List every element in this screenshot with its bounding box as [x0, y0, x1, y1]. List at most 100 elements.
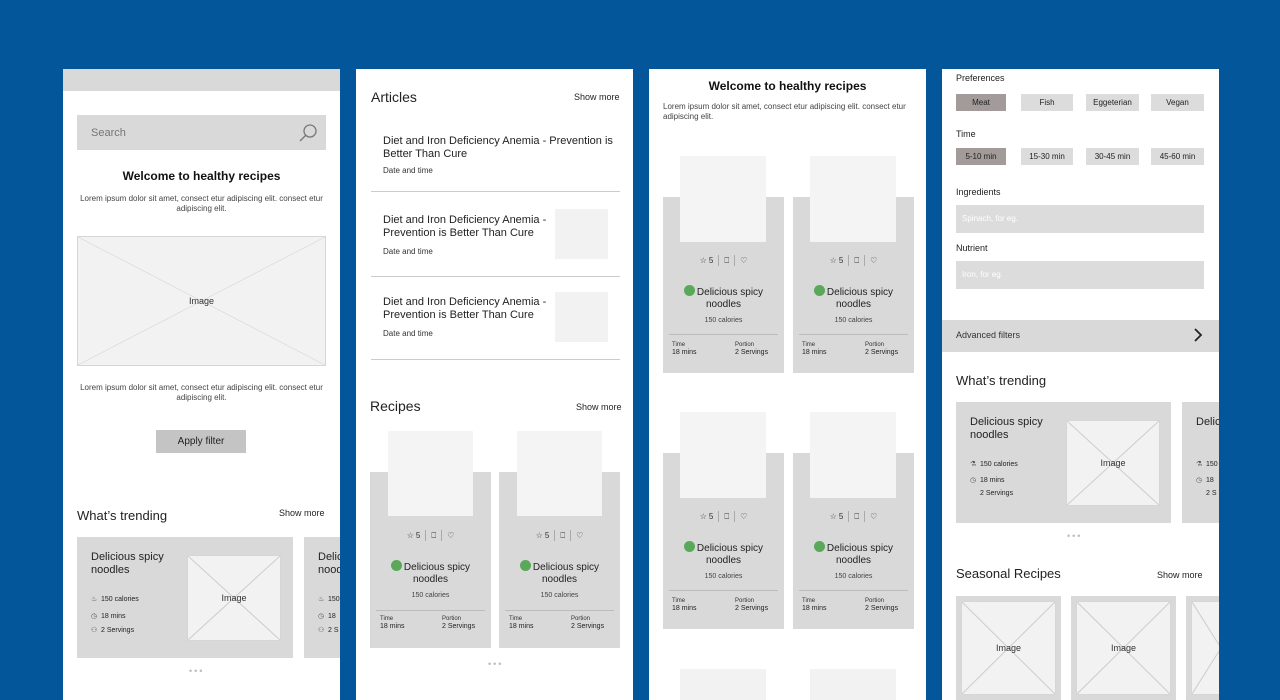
chip-time-5-10[interactable]: 5-10 min — [956, 148, 1006, 165]
heart-icon[interactable]: ♡ — [740, 511, 748, 521]
trending-card-image: Image — [187, 555, 281, 641]
trending-card-title: Delicious spicy noodles — [970, 416, 1043, 441]
carousel-dots[interactable]: ••• — [189, 666, 205, 676]
recipe-actions: ☆ 5 ⎕ ♡ — [793, 511, 914, 522]
article-item[interactable]: Diet and Iron Deficiency Anemia - Preven… — [371, 277, 620, 360]
seasonal-show-more-link[interactable]: Show more — [1157, 570, 1203, 580]
star-icon[interactable]: ☆ 5 — [829, 255, 844, 265]
calories-text: 150 calories — [101, 596, 139, 603]
recipe-card[interactable]: ☆ 5 ⎕ ♡ Delicious spicy noodles 150 calorie… — [663, 156, 784, 373]
recipe-card[interactable]: ☆ 5 ⎕ ♡ Delicious spicy noodles 150 calorie… — [793, 412, 914, 629]
recipe-card[interactable]: ☆ 5 ⎕ ♡ Delicious spicy noodles 150 calorie… — [793, 156, 914, 373]
trending-card-partial[interactable]: Delicious spicy noodles ♨150 ◷18 ⚇2 S — [304, 537, 340, 658]
bookmark-icon[interactable]: ⎕ — [854, 511, 860, 521]
chip-meat[interactable]: Meat — [956, 94, 1006, 111]
carousel-dots[interactable]: ••• — [1067, 531, 1083, 541]
trending-card-title: Delicious noodles — [1196, 416, 1219, 428]
time-text: 18 — [1206, 477, 1214, 484]
heart-icon[interactable]: ♡ — [870, 511, 878, 521]
recipe-image — [810, 156, 896, 242]
heart-icon[interactable]: ♡ — [447, 530, 455, 540]
time-text: 18 — [328, 613, 336, 620]
recipe-title-text: Delicious spicy noodles — [826, 543, 894, 566]
recipe-actions: ☆ 5 ⎕ ♡ — [499, 530, 620, 541]
advanced-filters-row[interactable]: Advanced filters — [942, 320, 1219, 352]
star-icon[interactable]: ☆ 5 — [406, 530, 421, 540]
recipe-card[interactable]: ☆ 5 ⎕ ♡ Delicious spicy noodles 150 calorie… — [499, 431, 620, 648]
search-input[interactable] — [91, 124, 281, 142]
chip-vegan[interactable]: Vegan — [1151, 94, 1204, 111]
portion-value: 2 Servings — [865, 349, 899, 356]
recipes-show-more-link[interactable]: Show more — [576, 402, 622, 412]
portion-label: Portion — [442, 616, 462, 622]
chip-eggeterian[interactable]: Eggeterian — [1086, 94, 1139, 111]
trending-card-partial[interactable]: Delicious noodles ⚗150 ◷18 2 S — [1182, 402, 1219, 523]
seasonal-card[interactable]: Image — [1071, 596, 1176, 700]
time-value: 18 mins — [802, 605, 827, 612]
heart-icon[interactable]: ♡ — [870, 255, 878, 265]
chip-time-30-45[interactable]: 30-45 min — [1086, 148, 1139, 165]
search-icon[interactable] — [298, 123, 318, 143]
ingredients-input[interactable]: Spinach, for eg. — [956, 205, 1204, 233]
body-text: Lorem ipsum dolor sit amet, consect etur… — [80, 383, 323, 402]
article-item[interactable]: Diet and Iron Deficiency Anemia - Preven… — [371, 121, 620, 192]
articles-show-more-link[interactable]: Show more — [574, 92, 620, 102]
chip-time-45-60[interactable]: 45-60 min — [1151, 148, 1204, 165]
recipe-time: Time 18 mins — [672, 341, 697, 357]
veg-dot-icon — [683, 285, 695, 296]
star-icon[interactable]: ☆ 5 — [699, 255, 714, 265]
star-icon[interactable]: ☆ 5 — [829, 511, 844, 521]
rating-value: 5 — [708, 511, 714, 521]
calories-text: 150 calories — [980, 461, 1018, 468]
carousel-dots[interactable]: ••• — [488, 659, 504, 669]
time-row: ◷ 18 mins — [91, 612, 126, 620]
recipe-card[interactable]: ☆ 5 ⎕ ♡ Delicious spicy noodles 150 calorie… — [370, 431, 491, 648]
chip-fish[interactable]: Fish — [1021, 94, 1073, 111]
people-icon: ⚇ — [318, 627, 325, 634]
chevron-right-icon[interactable] — [1193, 328, 1203, 342]
rating-value: 5 — [838, 255, 844, 265]
heart-icon[interactable]: ♡ — [740, 255, 748, 265]
heart-icon[interactable]: ♡ — [576, 530, 584, 540]
divider — [505, 610, 614, 611]
recipe-card[interactable]: ☆ 5 ⎕ ♡ Delicious spicy noodles 150 calorie… — [663, 412, 784, 629]
recipe-portion: Portion 2 Servings — [442, 615, 475, 631]
recipe-title: Delicious spicy noodles — [797, 285, 910, 311]
servings-row: 2 Servings — [970, 490, 1013, 497]
image-label: Image — [188, 296, 214, 306]
apply-filter-button[interactable]: Apply filter — [156, 430, 246, 453]
bookmark-icon[interactable]: ⎕ — [724, 511, 730, 521]
trending-show-more-link[interactable]: Show more — [279, 508, 325, 518]
time-label: Time — [802, 598, 816, 604]
article-title: Diet and Iron Deficiency Anemia - Preven… — [383, 214, 547, 239]
search-bar[interactable] — [77, 115, 326, 150]
recipe-time: Time 18 mins — [672, 597, 697, 613]
time-row: ◷ 18 — [1196, 476, 1214, 484]
recipe-title-text: Delicious spicy noodles — [532, 562, 600, 585]
recipe-image-partial — [810, 669, 896, 700]
trending-card[interactable]: Delicious spicy noodles ⚗ 150 calories ◷ 1… — [956, 402, 1171, 523]
portion-label: Portion — [735, 342, 755, 348]
seasonal-card[interactable]: Image — [956, 596, 1061, 700]
bookmark-icon[interactable]: ⎕ — [431, 530, 437, 540]
bookmark-icon[interactable]: ⎕ — [854, 255, 860, 265]
bookmark-icon[interactable]: ⎕ — [560, 530, 566, 540]
seasonal-card-partial[interactable] — [1186, 596, 1219, 700]
veg-dot-icon — [683, 541, 695, 552]
servings-text: 2 Servings — [101, 627, 135, 634]
articles-title: Articles — [371, 89, 417, 105]
star-icon[interactable]: ☆ 5 — [535, 530, 550, 540]
seasonal-card-image: Image — [1076, 601, 1171, 695]
nutrient-input[interactable]: Iron, for eg. — [956, 261, 1204, 289]
article-title: Diet and Iron Deficiency Anemia - Preven… — [383, 296, 547, 321]
chip-time-15-30[interactable]: 15-30 min — [1021, 148, 1073, 165]
article-item[interactable]: Diet and Iron Deficiency Anemia - Preven… — [371, 192, 620, 277]
trending-card[interactable]: Delicious spicy noodles ♨ 150 calories ◷ 1… — [77, 537, 293, 658]
calories-row: ♨ 150 — [318, 595, 340, 603]
divider — [669, 590, 778, 591]
bookmark-icon[interactable]: ⎕ — [724, 255, 730, 265]
clock-icon: ◷ — [91, 613, 98, 620]
image-label: Image — [221, 593, 247, 603]
star-icon[interactable]: ☆ 5 — [699, 511, 714, 521]
trending-card-title: Delicious spicy noodles — [91, 551, 164, 576]
